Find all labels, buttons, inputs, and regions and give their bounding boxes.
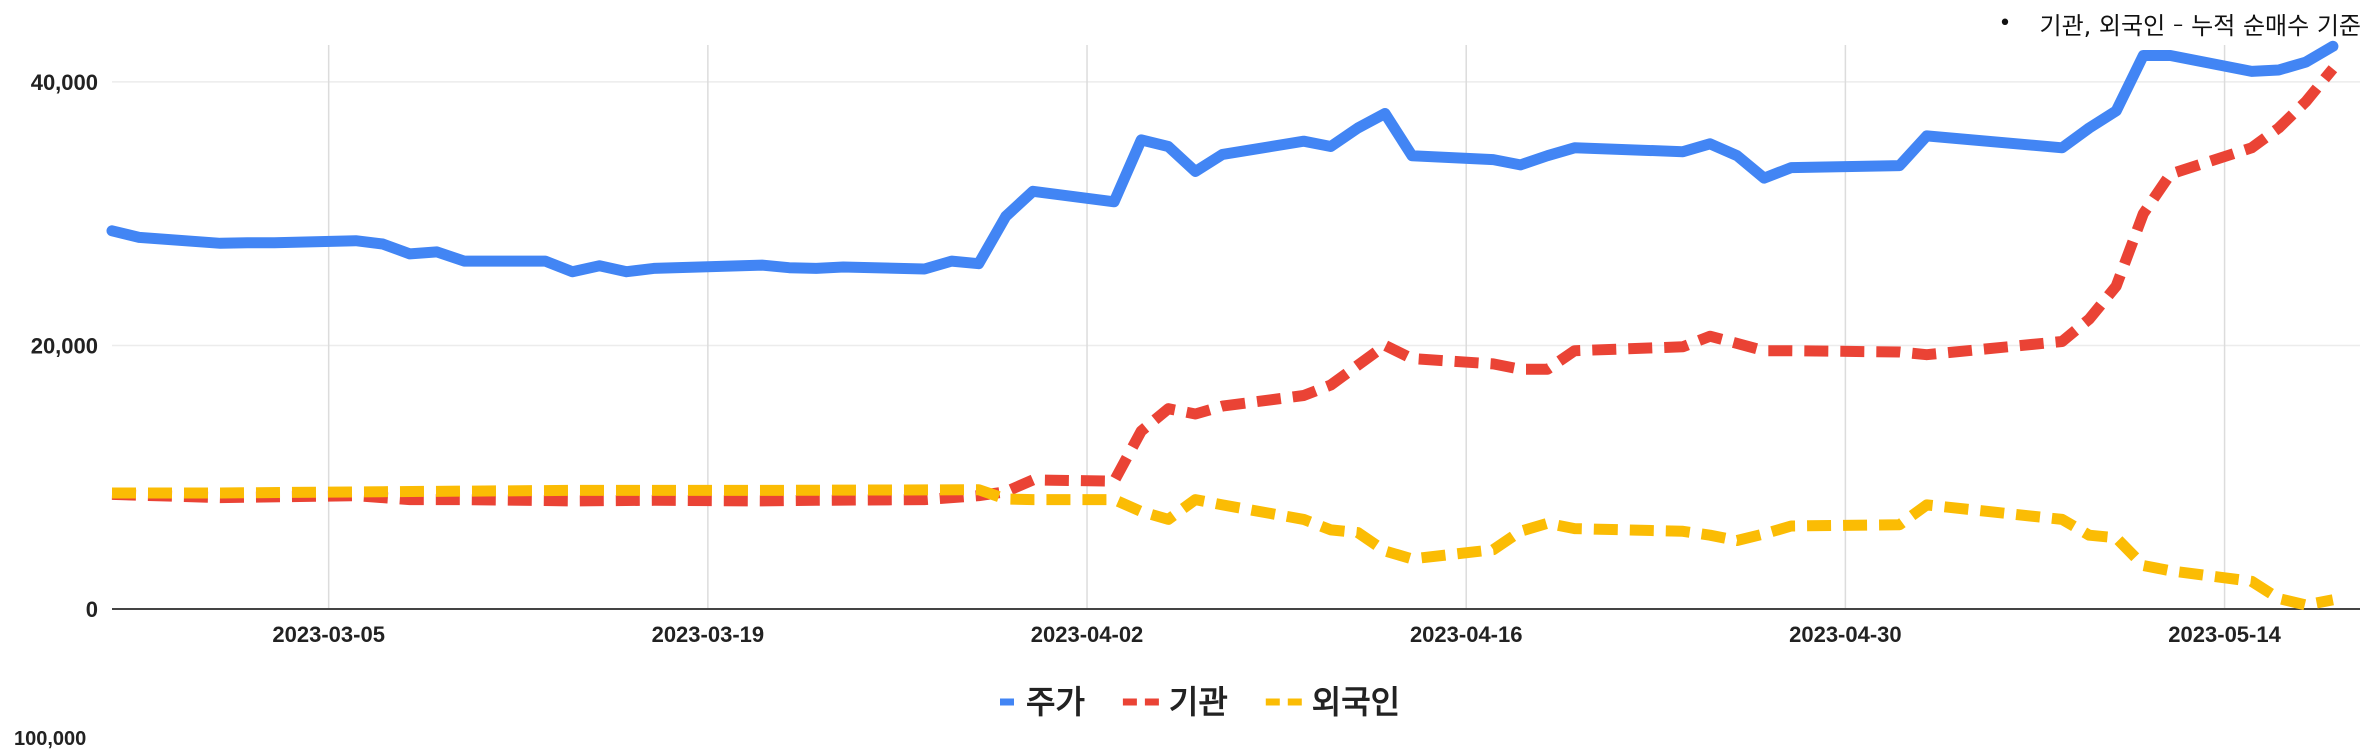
y-tick-label: 40,000 xyxy=(31,70,98,95)
bullet-icon: • xyxy=(1998,11,2012,36)
x-tick-label: 2023-03-05 xyxy=(272,622,385,647)
note-basis: 누적 순매수 기준 xyxy=(2191,12,2361,40)
y-tick-label: 0 xyxy=(86,597,98,622)
legend[interactable]: 주가 기관 외국인 xyxy=(1000,683,1400,721)
series-line-1 xyxy=(111,65,2338,507)
legend-label: 주가 xyxy=(1026,683,1085,721)
x-tick-label: 2023-04-02 xyxy=(1031,622,1144,647)
note-dash: – xyxy=(2173,11,2184,36)
next-chart-clipped-label: 100,000 xyxy=(14,728,87,750)
x-tick-label: 2023-04-30 xyxy=(1789,622,1902,647)
legend-item-2[interactable]: 외국인 xyxy=(1265,683,1400,721)
grid xyxy=(112,45,2360,609)
y-tick-label: 20,000 xyxy=(31,333,98,358)
axes: 0 20,000 40,000 2023-03-05 2023-03-19 2023-04… xyxy=(31,70,2360,647)
legend-item-0[interactable]: 주가 xyxy=(1000,683,1085,721)
x-tick-label: 2023-03-19 xyxy=(652,622,765,647)
legend-note: • 기관, 외국인 – 누적 순매수 기준 xyxy=(1999,6,2361,41)
x-tick-label: 2023-04-16 xyxy=(1410,622,1523,647)
x-tick-label: 2023-05-14 xyxy=(2168,622,2281,647)
legend-item-1[interactable]: 기관 xyxy=(1122,683,1228,721)
note-series-names: 기관, 외국인 xyxy=(2039,12,2166,40)
series-line-2 xyxy=(112,484,2334,611)
legend-label: 외국인 xyxy=(1312,683,1400,721)
series-layer xyxy=(106,40,2339,611)
legend-label: 기관 xyxy=(1169,683,1228,721)
series-line-price xyxy=(106,40,2339,278)
